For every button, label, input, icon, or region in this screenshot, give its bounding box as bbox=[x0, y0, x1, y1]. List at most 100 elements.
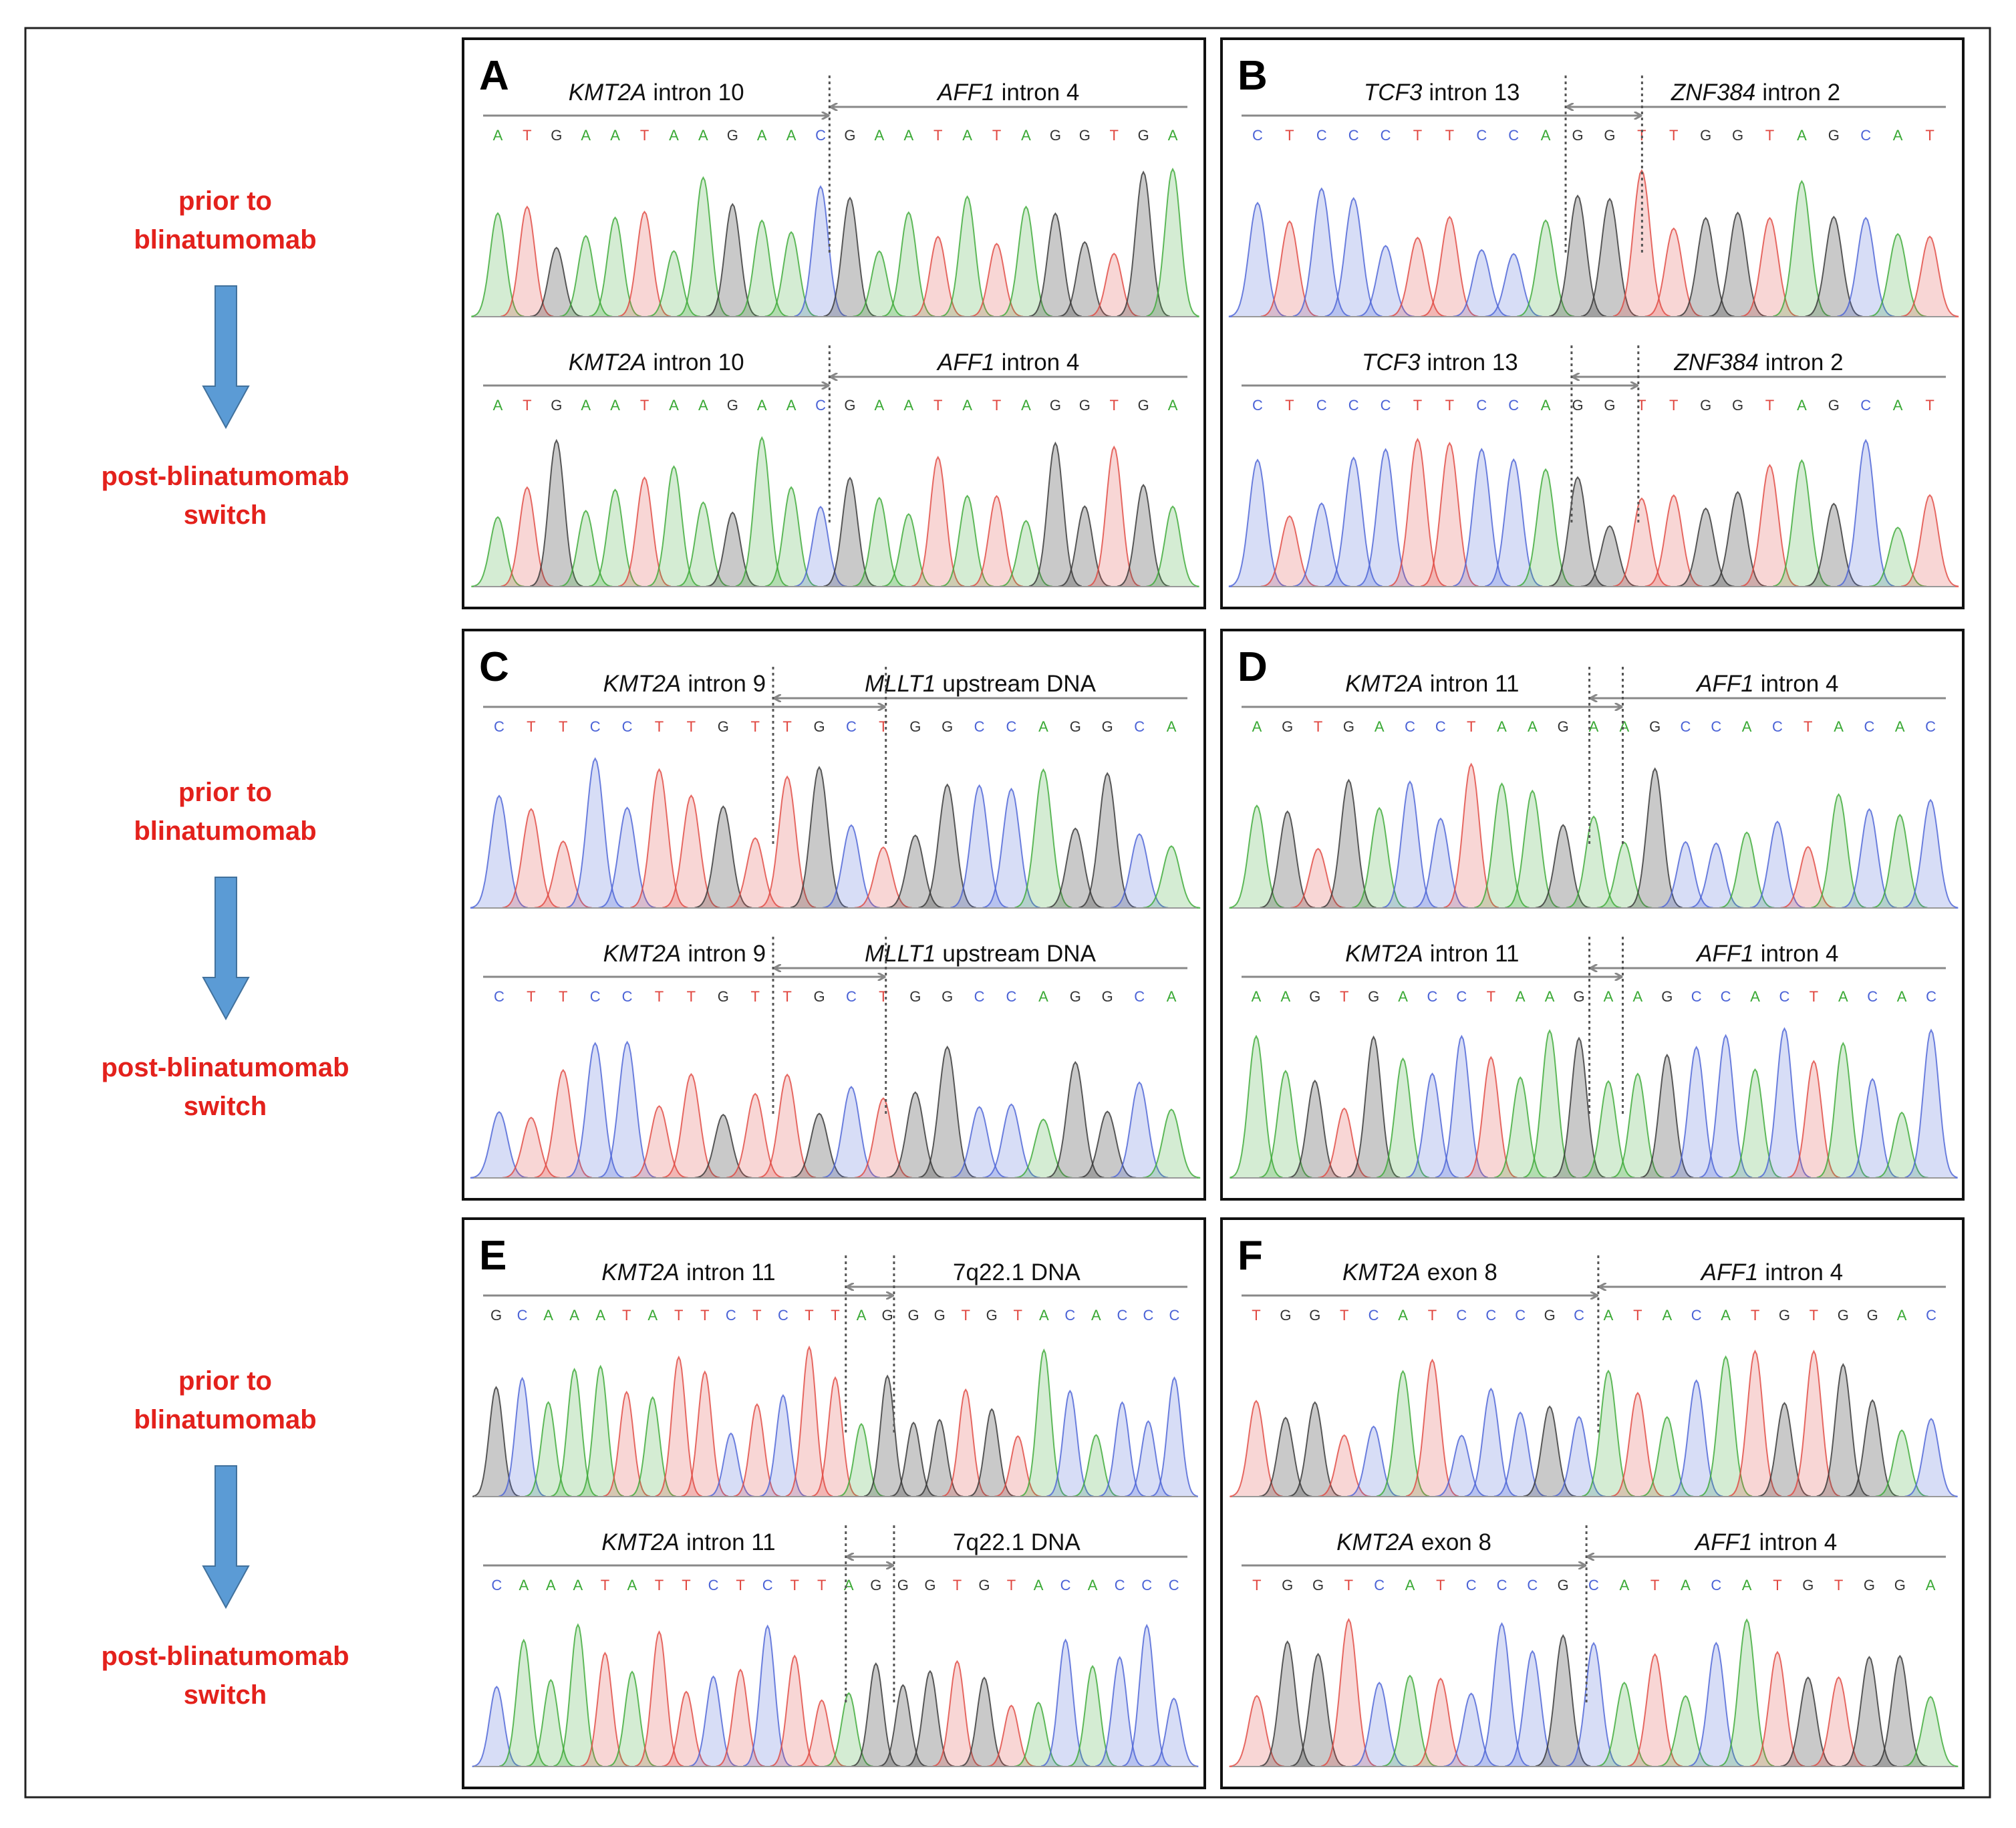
stage-label: prior to bbox=[178, 186, 272, 216]
peak bbox=[1421, 216, 1479, 317]
peak bbox=[1780, 1676, 1836, 1767]
panel: B TCF3 intron 13 ZNF384 intron 2C T C C C T T C C A G G… bbox=[1220, 37, 1965, 609]
peak bbox=[1259, 1070, 1312, 1179]
gene-region: intron 2 bbox=[1765, 349, 1844, 375]
side-label-group: prior to blinatumomab post-blinatumomab swi… bbox=[101, 778, 349, 1121]
peak bbox=[1117, 170, 1170, 317]
gene-region: intron 4 bbox=[1761, 671, 1839, 697]
gene-name: KMT2A bbox=[601, 1259, 680, 1285]
peak bbox=[1087, 445, 1141, 587]
peak bbox=[1580, 524, 1639, 587]
peak bbox=[1230, 1034, 1283, 1179]
peak bbox=[1288, 1079, 1342, 1179]
peak bbox=[1902, 798, 1959, 909]
peak bbox=[1260, 1640, 1316, 1767]
gene-label: AFF1 intron 4 bbox=[1694, 1529, 1837, 1555]
gene-region: intron 11 bbox=[686, 1259, 776, 1285]
panel-letter: E bbox=[479, 1233, 507, 1279]
peak bbox=[499, 1638, 549, 1767]
peak bbox=[1260, 810, 1316, 909]
peak bbox=[970, 243, 1024, 317]
peak bbox=[1058, 241, 1112, 317]
peak bbox=[1773, 459, 1831, 587]
gene-label: AFF1 intron 4 bbox=[936, 80, 1079, 106]
peak bbox=[588, 488, 642, 587]
peak bbox=[1259, 1416, 1312, 1497]
peak bbox=[1125, 1420, 1172, 1497]
side-label-group: prior to blinatumomab post-blinatumomab swi… bbox=[101, 186, 349, 530]
peak bbox=[706, 511, 760, 587]
stage-label: switch bbox=[184, 500, 267, 530]
peak bbox=[630, 768, 688, 909]
stage-label: switch bbox=[184, 1680, 267, 1710]
peak bbox=[889, 1421, 938, 1497]
panel-border bbox=[1220, 629, 1965, 1201]
peak bbox=[1443, 762, 1499, 909]
peak bbox=[994, 1435, 1042, 1497]
peak bbox=[1382, 780, 1438, 909]
chromatogram bbox=[470, 757, 1201, 909]
gene-name: KMT2A bbox=[569, 80, 647, 106]
peak bbox=[853, 250, 906, 317]
peak bbox=[1321, 1618, 1377, 1767]
peak bbox=[1780, 846, 1836, 909]
peak bbox=[1868, 233, 1927, 317]
peak bbox=[822, 824, 881, 909]
chromatogram bbox=[470, 1040, 1201, 1179]
peak bbox=[598, 806, 656, 909]
peak bbox=[1058, 505, 1112, 587]
peak bbox=[502, 808, 561, 909]
chromatogram bbox=[1228, 169, 1959, 317]
peak bbox=[1382, 1674, 1438, 1767]
peak bbox=[790, 1112, 849, 1179]
chromatogram bbox=[1229, 1618, 1959, 1767]
peak bbox=[1552, 1036, 1606, 1179]
peak bbox=[1040, 1638, 1091, 1767]
peak bbox=[1749, 1650, 1806, 1767]
peak bbox=[1842, 808, 1897, 909]
peak bbox=[1421, 442, 1479, 587]
peak bbox=[676, 176, 730, 317]
peak bbox=[1709, 211, 1767, 317]
peak bbox=[1435, 1434, 1489, 1497]
peak bbox=[1484, 253, 1543, 317]
peak bbox=[1836, 216, 1895, 317]
gene-region: intron 10 bbox=[653, 349, 744, 375]
peak bbox=[1612, 497, 1671, 587]
peak bbox=[1548, 476, 1607, 587]
panel: A KMT2A intron 10 AFF1 intron 4A T G A A T A A G A A C G… bbox=[462, 37, 1206, 609]
peak bbox=[1321, 778, 1377, 909]
peak bbox=[1149, 1697, 1199, 1767]
peak bbox=[1640, 1053, 1694, 1179]
gene-region: intron 4 bbox=[1002, 349, 1080, 375]
peak bbox=[1719, 831, 1775, 909]
gene-name: KMT2A bbox=[601, 1529, 680, 1555]
peak bbox=[942, 1388, 990, 1497]
peak bbox=[647, 465, 701, 587]
gene-name: AFF1 bbox=[936, 349, 995, 375]
peak bbox=[1288, 1401, 1342, 1497]
gene-region: exon 8 bbox=[1427, 1259, 1497, 1285]
peak bbox=[881, 513, 935, 587]
peak bbox=[662, 1690, 711, 1767]
peak bbox=[735, 436, 788, 587]
peak bbox=[1523, 1029, 1576, 1179]
peak bbox=[1117, 484, 1170, 587]
peak bbox=[676, 501, 730, 587]
peak bbox=[905, 1670, 955, 1767]
gene-label: AFF1 intron 4 bbox=[1700, 1259, 1843, 1285]
peak bbox=[1230, 1400, 1283, 1497]
peak bbox=[1292, 502, 1351, 587]
peak bbox=[1443, 1692, 1499, 1767]
peak bbox=[1290, 848, 1346, 909]
peak bbox=[1351, 806, 1407, 909]
peak bbox=[566, 757, 624, 909]
peak bbox=[470, 1111, 529, 1179]
peak bbox=[1900, 494, 1959, 587]
peak bbox=[854, 846, 913, 909]
peak bbox=[759, 1394, 807, 1497]
